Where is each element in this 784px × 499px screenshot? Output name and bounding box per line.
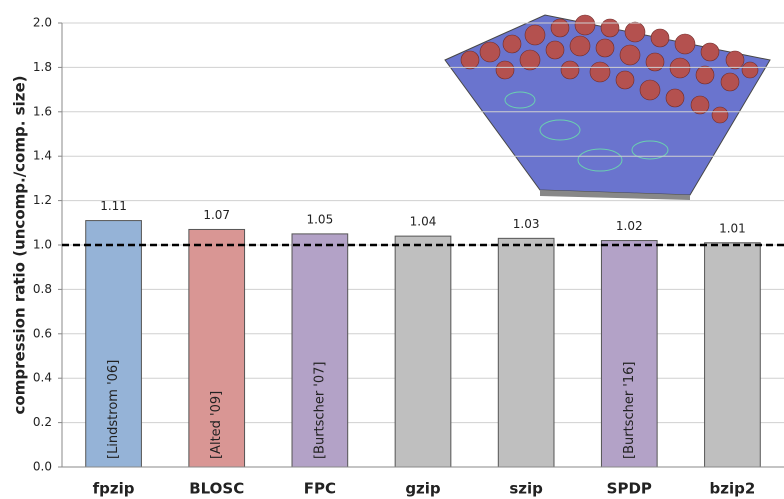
x-tick-label: gzip	[405, 480, 441, 498]
bar	[497, 237, 555, 468]
bar	[704, 242, 761, 468]
value-label: 1.02	[616, 219, 643, 233]
bar	[291, 233, 349, 468]
y-tick-label: 0.6	[33, 326, 52, 340]
x-tick-label: bzip2	[710, 480, 756, 498]
value-label: 1.05	[306, 212, 333, 226]
bar	[394, 235, 452, 468]
y-tick-label: 0.0	[33, 460, 52, 474]
bar-annotation: [Burtscher '07]	[312, 362, 327, 460]
bar-annotation: [Burtscher '16]	[622, 362, 637, 460]
value-label: 1.07	[203, 208, 230, 222]
value-label: 1.11	[100, 199, 127, 213]
value-label: 1.01	[719, 221, 746, 235]
y-tick-label: 1.4	[33, 149, 52, 163]
x-tick-label: SPDP	[607, 480, 652, 498]
y-tick-label: 1.8	[33, 60, 52, 74]
bar	[600, 240, 658, 468]
y-tick-label: 0.2	[33, 415, 52, 429]
bar-annotation: [Lindstrom '06]	[106, 360, 121, 459]
x-tick-label: fpzip	[93, 480, 135, 498]
y-tick-label: 1.6	[33, 104, 52, 118]
bar-annotation: [Alted '09]	[209, 391, 224, 459]
bar	[85, 220, 142, 468]
value-label: 1.04	[410, 215, 437, 229]
x-tick-label: BLOSC	[189, 480, 244, 498]
x-tick-label: szip	[509, 480, 543, 498]
x-tick-label: FPC	[304, 480, 336, 498]
plot-area: 0.0 0.2 0.4 0.6 0.8 1.0 1.2 1.4 1.6 1.8 2.0 1.11 [Li…	[33, 16, 784, 498]
y-tick-label: 1.0	[33, 238, 52, 252]
y-tick-label: 1.2	[33, 193, 52, 207]
bar	[188, 228, 246, 468]
y-tick-label: 2.0	[33, 16, 52, 30]
y-tick-label: 0.8	[33, 282, 52, 296]
y-axis-label: compression ratio (uncomp./comp. size)	[11, 76, 29, 415]
inset-render	[444, 14, 771, 200]
y-tick-label: 0.4	[33, 371, 52, 385]
value-label: 1.03	[513, 217, 540, 231]
